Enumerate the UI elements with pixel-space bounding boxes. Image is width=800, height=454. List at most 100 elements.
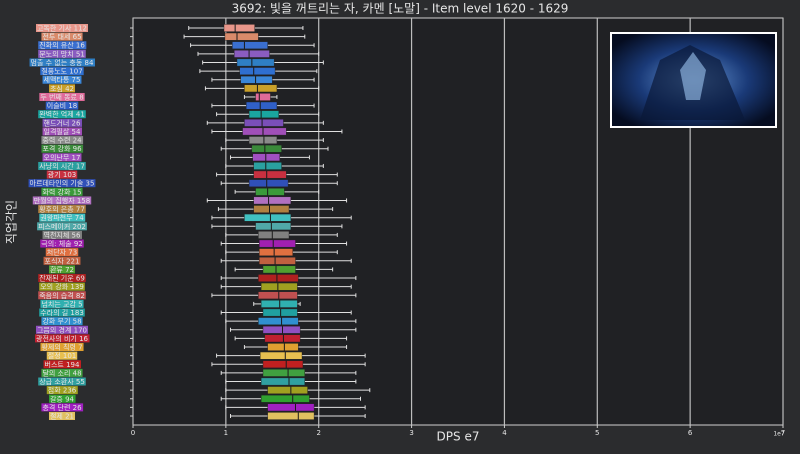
box xyxy=(232,41,268,50)
box-group xyxy=(225,162,324,170)
label-bg xyxy=(40,343,84,352)
x-tick-label: 5 xyxy=(595,429,599,437)
label-bg xyxy=(41,368,83,377)
box xyxy=(260,394,310,403)
x-axis-label: DPS e7 xyxy=(437,430,480,444)
box-group xyxy=(225,317,357,325)
box-group xyxy=(216,110,320,119)
box-group xyxy=(206,196,348,205)
label-bg xyxy=(38,205,86,214)
box xyxy=(253,196,292,205)
box xyxy=(234,50,270,58)
box-group xyxy=(216,170,338,179)
y-tick-label: 일격필살 54 xyxy=(44,127,81,136)
box xyxy=(248,179,289,188)
label-bg xyxy=(37,222,87,231)
label-bg xyxy=(35,24,89,32)
label-bg xyxy=(38,377,86,386)
box-group xyxy=(217,205,334,213)
label-bg xyxy=(39,92,85,101)
box-group xyxy=(220,394,361,403)
box-group xyxy=(204,84,320,93)
y-tick-label: 황후의 은총 77 xyxy=(39,205,85,214)
box-group xyxy=(230,153,310,162)
y-tick-label: 광기 103 xyxy=(48,170,76,179)
box-group xyxy=(220,274,357,282)
box-group xyxy=(234,334,348,343)
box-group xyxy=(183,32,306,41)
label-bg xyxy=(41,187,83,196)
box xyxy=(224,32,259,41)
label-bg xyxy=(45,248,79,257)
box xyxy=(258,317,299,325)
box-group xyxy=(220,144,329,153)
y-tick-label: 포격 강화 96 xyxy=(42,144,82,153)
label-bg xyxy=(42,153,82,162)
label-bg xyxy=(48,84,76,93)
box-group xyxy=(225,136,324,144)
box xyxy=(246,101,278,110)
x-tick-label: 6 xyxy=(688,429,693,437)
box-group xyxy=(188,24,304,32)
label-bg xyxy=(39,308,85,317)
label-bg xyxy=(38,161,86,170)
box-group xyxy=(220,308,352,317)
box xyxy=(248,110,279,119)
box-group xyxy=(211,291,357,300)
box-group xyxy=(190,41,315,50)
box-group xyxy=(234,265,334,274)
box xyxy=(223,24,255,32)
box-group xyxy=(234,188,320,196)
y-tick-label: 수라의 길 183 xyxy=(40,308,84,317)
box xyxy=(262,369,305,377)
y-tick-label: 두 번째 동료 8 xyxy=(40,92,83,101)
box-group xyxy=(220,179,338,188)
label-bg xyxy=(38,110,86,119)
box xyxy=(248,136,278,144)
box-group xyxy=(199,67,318,75)
image-shape xyxy=(680,52,706,100)
label-bg xyxy=(40,239,84,248)
box xyxy=(244,213,292,222)
label-bg xyxy=(41,317,83,326)
box xyxy=(260,377,305,386)
box xyxy=(253,162,282,170)
y-tick-label: 오의난무 17 xyxy=(44,153,81,162)
box-group xyxy=(211,360,366,369)
box-group xyxy=(202,58,324,67)
box xyxy=(258,231,290,239)
label-bg xyxy=(41,136,84,145)
boss-image xyxy=(610,32,777,128)
box xyxy=(239,67,276,75)
y-tick-label: 완벽한 억제 41 xyxy=(39,110,85,119)
y-tick-label: 절제 21 xyxy=(50,413,74,421)
box xyxy=(262,265,296,274)
box-group xyxy=(225,248,338,256)
label-bg xyxy=(42,75,82,84)
label-bg xyxy=(46,170,78,179)
y-tick-label: 고독한 기사 112 xyxy=(37,24,87,33)
box xyxy=(244,119,284,127)
box xyxy=(255,188,285,196)
box xyxy=(267,403,315,412)
x-tick-label: 4 xyxy=(502,429,507,437)
label-bg xyxy=(40,299,84,308)
label-bg xyxy=(42,118,82,127)
label-bg xyxy=(41,144,84,153)
box xyxy=(244,84,278,93)
label-bg xyxy=(38,41,87,50)
box-group xyxy=(230,325,357,334)
label-bg xyxy=(43,256,81,265)
box xyxy=(236,58,275,67)
box xyxy=(255,93,271,101)
box-group xyxy=(230,412,366,420)
y-tick-label: 황제의 칙령 7 xyxy=(41,343,82,352)
y-tick-label: 초심 42 xyxy=(50,84,74,93)
box xyxy=(251,144,282,153)
box xyxy=(267,343,299,351)
y-tick-label: 잔재된 기운 69 xyxy=(39,274,85,283)
box xyxy=(262,325,301,334)
box-group xyxy=(225,386,371,394)
y-tick-label: 진화의 유산 16 xyxy=(39,41,85,50)
